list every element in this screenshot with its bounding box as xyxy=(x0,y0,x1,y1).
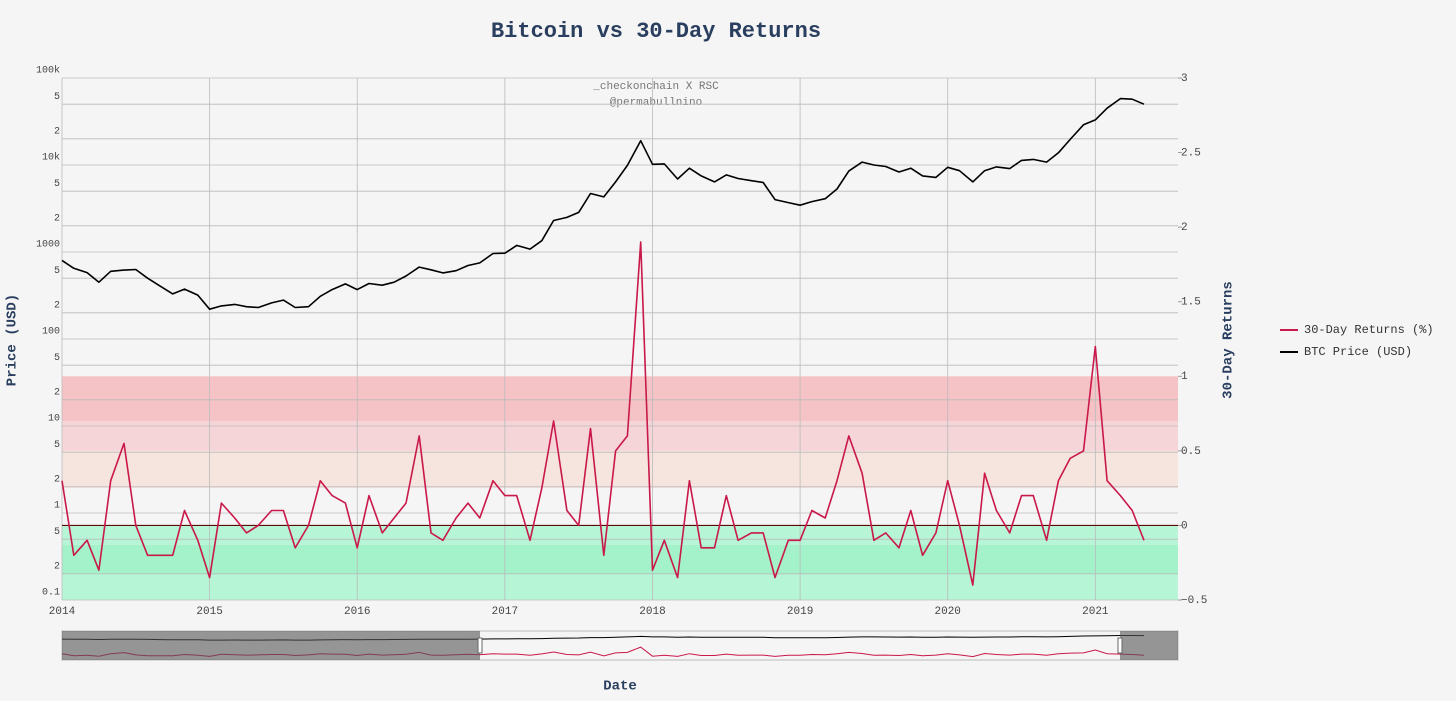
band xyxy=(62,574,1178,600)
y-tick-label: 2 xyxy=(54,387,60,398)
x-tick-label: 2018 xyxy=(639,606,665,618)
y-tick-label: 100 xyxy=(42,327,60,338)
y-tick-label: 1000 xyxy=(36,240,60,251)
annotation: _checkonchain X RSC xyxy=(592,81,719,93)
x-tick-label: 2014 xyxy=(49,606,76,618)
y-tick-label: 5 xyxy=(54,440,60,451)
y2-tick-label: 2.5 xyxy=(1181,147,1201,159)
x-tick-label: 2017 xyxy=(492,606,518,618)
y2-tick-label: 0.5 xyxy=(1181,446,1201,458)
band xyxy=(62,544,1178,575)
band xyxy=(62,450,1178,489)
y2-tick-label: 3 xyxy=(1181,73,1188,85)
y-tick-label: 1 xyxy=(54,501,60,512)
legend-label: 30-Day Returns (%) xyxy=(1304,323,1434,337)
band xyxy=(62,525,1178,545)
x-tick-label: 2015 xyxy=(196,606,222,618)
y-tick-label: 2 xyxy=(54,126,60,137)
y2-tick-label: −0.5 xyxy=(1181,595,1207,607)
y-tick-label: 100k xyxy=(36,65,60,77)
y-tick-label: 5 xyxy=(54,353,60,364)
y-tick-label: 2 xyxy=(54,561,60,572)
y-axis-title: Price (USD) xyxy=(5,294,21,386)
chart-title: Bitcoin vs 30-Day Returns xyxy=(491,19,821,44)
y2-tick-label: 2 xyxy=(1181,222,1188,234)
y-tick-label: 10k xyxy=(42,152,60,164)
y-tick-label: 10 xyxy=(48,414,60,425)
y2-tick-label: 0 xyxy=(1181,520,1188,532)
y-tick-label: 5 xyxy=(54,92,60,103)
y-tick-label: 5 xyxy=(54,179,60,190)
x-tick-label: 2020 xyxy=(935,606,961,618)
y-tick-label: 2 xyxy=(54,474,60,485)
y-tick-label: 5 xyxy=(54,266,60,277)
y2-tick-label: 1 xyxy=(1181,371,1188,383)
series-line xyxy=(61,97,1145,310)
annotation: @permabullnino xyxy=(610,97,702,109)
y2-tick-label: 1.5 xyxy=(1181,297,1201,309)
slider-handle xyxy=(477,637,483,654)
slider-mask xyxy=(62,631,480,660)
x-tick-label: 2019 xyxy=(787,606,813,618)
x-tick-label: 2016 xyxy=(344,606,370,618)
x-tick-label: 2021 xyxy=(1082,606,1109,618)
y-tick-label: 2 xyxy=(54,300,60,311)
x-axis-title: Date xyxy=(603,679,637,695)
y-tick-label: 0.1 xyxy=(42,588,60,599)
series-line xyxy=(61,241,1145,586)
slider-mask xyxy=(1120,631,1178,660)
y2-axis-title: 30-Day Returns xyxy=(1221,281,1237,399)
y-tick-label: 2 xyxy=(54,213,60,224)
band xyxy=(62,376,1178,422)
y-tick-label: 5 xyxy=(54,527,60,538)
legend-label: BTC Price (USD) xyxy=(1304,345,1412,359)
slider-handle xyxy=(1117,637,1123,654)
